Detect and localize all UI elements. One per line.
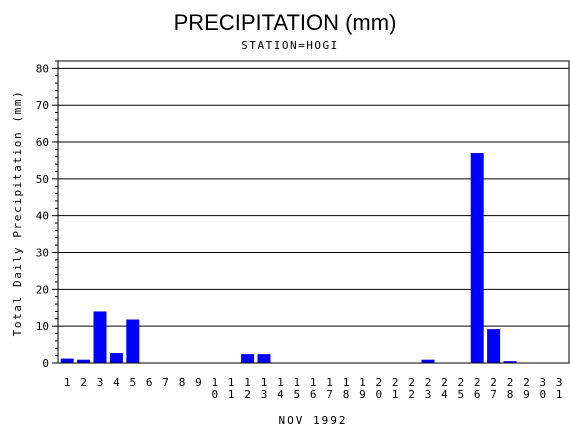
x-tick-label: 6 [146,376,153,389]
x-tick-label: 3 [556,376,563,389]
x-tick-label: 1 [244,376,251,389]
x-tick-label: 2 [408,388,415,401]
x-tick-label: 2 [392,376,399,389]
y-tick-label: 0 [42,357,49,370]
y-tick-label: 50 [36,173,49,186]
bar-26 [470,153,484,363]
x-tick-label: 1 [293,376,300,389]
bar-28 [503,361,517,363]
y-axis-label: Total Daily Precipitation (mm) [11,90,24,337]
y-tick-label: 80 [36,62,49,75]
bar-1 [60,358,74,363]
x-tick-label: 1 [556,388,563,401]
x-tick-label: 1 [326,376,333,389]
bar-27 [487,329,501,363]
gridlines [58,67,569,327]
x-tick-label: 2 [244,388,251,401]
x-tick-label: 3 [261,388,268,401]
x-tick-label: 7 [490,388,497,401]
x-axis-label: NOV 1992 [279,414,348,427]
bar-12 [241,354,255,363]
x-axis-ticks: 1 2 3 4 5 6 7 8 9 1011121314151617181920212223242… [64,376,563,401]
x-tick-label: 3 [425,388,432,401]
bars [60,153,517,363]
y-tick-label: 40 [36,210,49,223]
y-axis-ticks: 0 10 20 30 40 50 60 70 80 [36,60,58,370]
x-tick-label: 1 [228,388,235,401]
x-tick-label: 2 [375,376,382,389]
x-tick-label: 1 [392,388,399,401]
x-tick-label: 0 [211,388,218,401]
x-tick-label: 0 [375,388,382,401]
x-tick-label: 4 [277,388,284,401]
x-tick-label: 9 [195,376,202,389]
y-tick-label: 10 [36,320,49,333]
x-tick-label: 8 [507,388,514,401]
bar-13 [257,354,271,363]
x-tick-label: 0 [539,388,546,401]
x-tick-label: 2 [474,376,481,389]
x-tick-label: 7 [162,376,169,389]
x-tick-label: 1 [277,376,284,389]
bar-5 [126,319,140,363]
x-tick-label: 6 [474,388,481,401]
plot-frame [57,60,570,364]
bar-2 [77,359,91,363]
chart-title: PRECIPITATION (mm) [174,10,397,35]
x-tick-label: 2 [490,376,497,389]
x-tick-label: 2 [425,376,432,389]
x-tick-label: 2 [441,376,448,389]
x-tick-label: 2 [408,376,415,389]
bar-4 [109,353,123,363]
x-tick-label: 9 [523,388,530,401]
x-tick-label: 4 [441,388,448,401]
y-tick-label: 60 [36,136,49,149]
x-tick-label: 5 [129,376,136,389]
x-tick-label: 8 [179,376,186,389]
x-tick-label: 2 [507,376,514,389]
bar-3 [93,311,107,363]
x-tick-label: 1 [228,376,235,389]
chart-subtitle: STATION=HOGI [241,39,338,52]
x-tick-label: 1 [359,376,366,389]
x-tick-label: 3 [97,376,104,389]
bar-23 [421,359,435,363]
x-tick-label: 1 [261,376,268,389]
y-tick-label: 70 [36,99,49,112]
x-tick-label: 1 [211,376,218,389]
x-tick-label: 2 [457,376,464,389]
x-tick-label: 1 [64,376,71,389]
x-tick-label: 3 [539,376,546,389]
x-tick-label: 5 [457,388,464,401]
x-tick-label: 6 [310,388,317,401]
x-tick-label: 1 [343,376,350,389]
x-tick-label: 9 [359,388,366,401]
x-tick-label: 7 [326,388,333,401]
x-tick-label: 2 [523,376,530,389]
x-tick-label: 4 [113,376,120,389]
x-tick-label: 5 [293,388,300,401]
y-tick-label: 30 [36,247,49,260]
x-tick-label: 1 [310,376,317,389]
x-tick-label: 2 [80,376,87,389]
y-tick-label: 20 [36,283,49,296]
x-tick-label: 8 [343,388,350,401]
